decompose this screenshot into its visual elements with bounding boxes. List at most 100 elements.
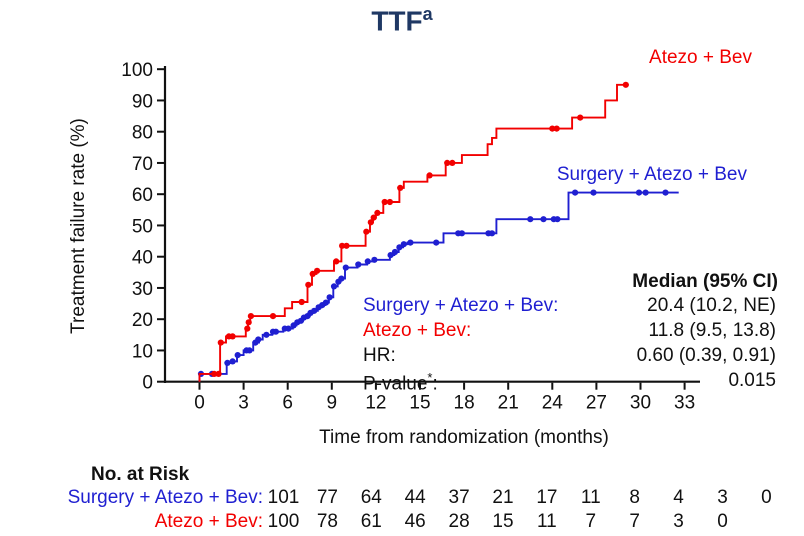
censor-mark: [397, 184, 404, 191]
censor-mark: [367, 219, 374, 226]
risk-count: 3: [673, 511, 684, 532]
y-tick-label: 40: [132, 248, 153, 269]
y-axis-title: Treatment failure rate (%): [68, 118, 89, 334]
censor-mark: [449, 159, 456, 166]
censor-mark: [285, 325, 292, 332]
censor-mark: [338, 275, 345, 282]
x-tick-label: 6: [282, 393, 293, 414]
censor-mark: [311, 307, 318, 314]
risk-count: 78: [316, 511, 338, 532]
risk-row-atezo: Atezo + Bev: 100 78 61 46 28 15 11 7 7 3 0: [0, 511, 804, 533]
censor-mark: [540, 216, 547, 223]
risk-count: 61: [360, 511, 382, 532]
stats-value-hr: 0.60 (0.39, 0.91): [636, 345, 776, 366]
censor-mark: [386, 198, 393, 206]
risk-count: 0: [761, 487, 772, 508]
censor-mark: [549, 125, 556, 132]
censor-mark: [298, 298, 305, 306]
y-tick-label: 0: [142, 373, 153, 394]
stats-label-pvalue: P-value*:: [363, 370, 438, 395]
risk-count: 46: [404, 511, 426, 532]
censor-mark: [407, 239, 414, 246]
censor-mark: [355, 261, 362, 268]
censor-mark: [391, 248, 399, 256]
legend-label-atezo-bev: Atezo + Bev: [649, 47, 752, 68]
risk-count: 77: [316, 487, 338, 508]
censor-mark: [458, 230, 465, 237]
title-text: TTF: [371, 5, 423, 37]
stats-label-surgery: Surgery + Atezo + Bev:: [363, 295, 559, 316]
risk-count: 100: [267, 511, 300, 532]
censor-mark: [224, 359, 231, 366]
risk-count: 64: [360, 487, 382, 508]
stats-row-pvalue: P-value*: 0.015: [363, 370, 778, 395]
censor-mark: [370, 214, 377, 221]
censor-mark: [572, 189, 579, 196]
risk-count: 44: [404, 487, 426, 508]
censor-mark: [363, 228, 370, 235]
risk-count: 17: [536, 487, 558, 508]
stats-value-atezo: 11.8 (9.5, 13.8): [648, 320, 776, 341]
y-tick-label: 90: [132, 91, 153, 112]
x-tick-label: 0: [194, 393, 205, 414]
risk-count: 3: [717, 487, 728, 508]
censor-mark: [263, 331, 270, 338]
censor-mark: [400, 241, 407, 248]
censor-mark: [554, 216, 561, 223]
stats-row-atezo: Atezo + Bev: 11.8 (9.5, 13.8): [363, 320, 778, 345]
risk-row-label-atezo: Atezo + Bev:: [154, 511, 263, 532]
censor-mark: [314, 267, 321, 274]
censor-mark: [326, 294, 333, 301]
censor-mark: [229, 358, 236, 365]
censor-mark: [330, 283, 338, 290]
censor-mark: [322, 299, 329, 306]
censor-mark: [343, 242, 350, 249]
censor-mark: [246, 347, 253, 354]
risk-count: 21: [492, 487, 514, 508]
risk-count: 8: [629, 487, 640, 508]
stats-row-hr: HR: 0.60 (0.39, 0.91): [363, 345, 778, 370]
risk-count: 11: [537, 511, 557, 532]
censor-mark: [211, 370, 218, 377]
x-axis-title: Time from randomization (months): [319, 427, 609, 448]
x-tick-label: 9: [327, 393, 338, 414]
risk-count: 101: [267, 487, 300, 508]
stats-value-pvalue: 0.015: [728, 370, 776, 391]
censor-mark: [272, 328, 279, 335]
censor-mark: [381, 198, 388, 206]
risk-count: 4: [673, 487, 684, 508]
censor-mark: [622, 81, 629, 88]
risk-count: 7: [629, 511, 640, 532]
censor-mark: [247, 313, 254, 320]
censor-mark: [371, 256, 378, 263]
x-tick-label: 12: [365, 393, 386, 414]
risk-table-title: No. at Risk: [91, 464, 190, 485]
censor-mark: [342, 264, 349, 271]
censor-mark: [553, 125, 560, 132]
risk-count: 7: [585, 511, 597, 532]
stats-header: Median (95% CI): [632, 271, 778, 292]
censor-mark: [339, 242, 346, 249]
risk-count: 0: [717, 511, 728, 532]
y-tick-label: 80: [132, 123, 153, 144]
censor-mark: [590, 189, 597, 196]
censor-mark: [642, 189, 649, 196]
x-tick-label: 27: [586, 393, 607, 414]
x-tick-label: 30: [630, 393, 651, 414]
censor-mark: [364, 258, 371, 265]
censor-mark: [387, 252, 394, 259]
y-tick-label: 50: [132, 216, 153, 237]
censor-mark: [305, 281, 312, 288]
censor-mark: [396, 244, 403, 251]
x-tick-label: 21: [498, 393, 519, 414]
censor-mark: [527, 216, 534, 223]
km-chart-canvas: 0 10 20 30 40 50 60 70 80 90 100 0 3 6 9 12 15 18 21 24 27 30…: [68, 60, 700, 448]
censor-mark: [488, 230, 496, 237]
legend-label-surgery-atezo-bev: Surgery + Atezo + Bev: [556, 164, 747, 185]
y-tick-label: 60: [132, 185, 153, 206]
risk-row-surgery: Surgery + Atezo + Bev: 101 77 64 44 37 21 17 11…: [0, 487, 804, 509]
censor-mark: [662, 189, 669, 196]
stats-row-surgery: Surgery + Atezo + Bev: 20.4 (10.2, NE): [363, 295, 778, 320]
censor-mark: [234, 352, 241, 359]
risk-count: 15: [492, 511, 514, 532]
